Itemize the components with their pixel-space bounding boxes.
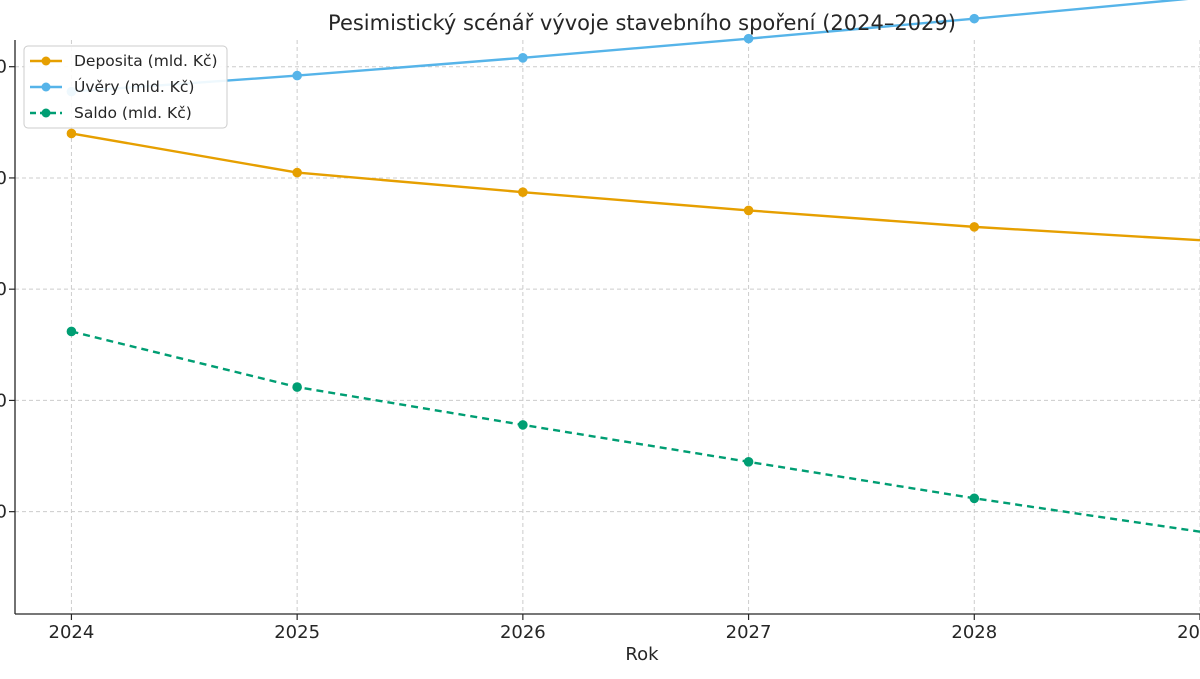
axes bbox=[14, 40, 1200, 615]
series-layer bbox=[66, 0, 1200, 533]
data-point bbox=[292, 167, 302, 178]
legend-item: Úvěry (mld. Kč) bbox=[30, 77, 194, 96]
legend-label: Saldo (mld. Kč) bbox=[74, 104, 192, 122]
series-1 bbox=[66, 0, 1189, 97]
data-point bbox=[292, 70, 302, 81]
data-point bbox=[743, 205, 754, 216]
x-axis-label: Rok bbox=[625, 644, 659, 665]
y-tick-label: 0 bbox=[0, 390, 7, 411]
x-tick-label: 2024 bbox=[49, 622, 95, 643]
x-tick-label: 2027 bbox=[726, 622, 772, 643]
data-point bbox=[969, 13, 980, 24]
data-point bbox=[518, 420, 528, 430]
y-tick-label: 0 bbox=[0, 57, 7, 78]
legend-swatch-marker bbox=[41, 56, 51, 66]
x-tick-label: 2026 bbox=[500, 622, 546, 643]
x-tick-label: 2029 bbox=[1177, 622, 1200, 643]
series-line bbox=[71, 132, 1200, 242]
legend-item: Deposita (mld. Kč) bbox=[30, 52, 218, 70]
legend-item: Saldo (mld. Kč) bbox=[30, 104, 192, 122]
y-tick-label: 0 bbox=[0, 279, 7, 300]
y-tick-label: 0 bbox=[0, 502, 7, 523]
legend-label: Deposita (mld. Kč) bbox=[74, 52, 218, 70]
ticks: 2024 2025 2026 2027 2028 2029 0 0 0 0 0 bbox=[0, 57, 1200, 643]
series-line bbox=[71, 330, 1200, 533]
legend-label: Úvěry (mld. Kč) bbox=[74, 77, 194, 96]
data-point bbox=[292, 382, 302, 392]
legend-swatch-marker bbox=[41, 82, 51, 92]
data-point bbox=[66, 128, 77, 139]
data-point bbox=[969, 222, 980, 232]
data-point bbox=[518, 52, 528, 63]
series-line bbox=[71, 0, 1189, 93]
y-tick-label: 0 bbox=[0, 168, 7, 189]
x-tick-label: 2028 bbox=[951, 622, 997, 643]
series-2 bbox=[66, 326, 1200, 533]
x-tick-label: 2025 bbox=[274, 622, 320, 643]
legend-box bbox=[23, 45, 228, 129]
legend: Deposita (mld. Kč) Úvěry (mld. Kč) Saldo (… bbox=[23, 45, 228, 129]
data-point bbox=[518, 187, 528, 197]
data-point bbox=[743, 33, 754, 44]
legend-swatch-marker bbox=[41, 108, 51, 118]
data-point bbox=[743, 457, 754, 467]
data-point bbox=[66, 326, 77, 337]
chart-title: Pesimistický scénář vývoje stavebního sp… bbox=[328, 11, 956, 35]
series-0 bbox=[66, 128, 1200, 242]
data-point bbox=[969, 493, 980, 504]
